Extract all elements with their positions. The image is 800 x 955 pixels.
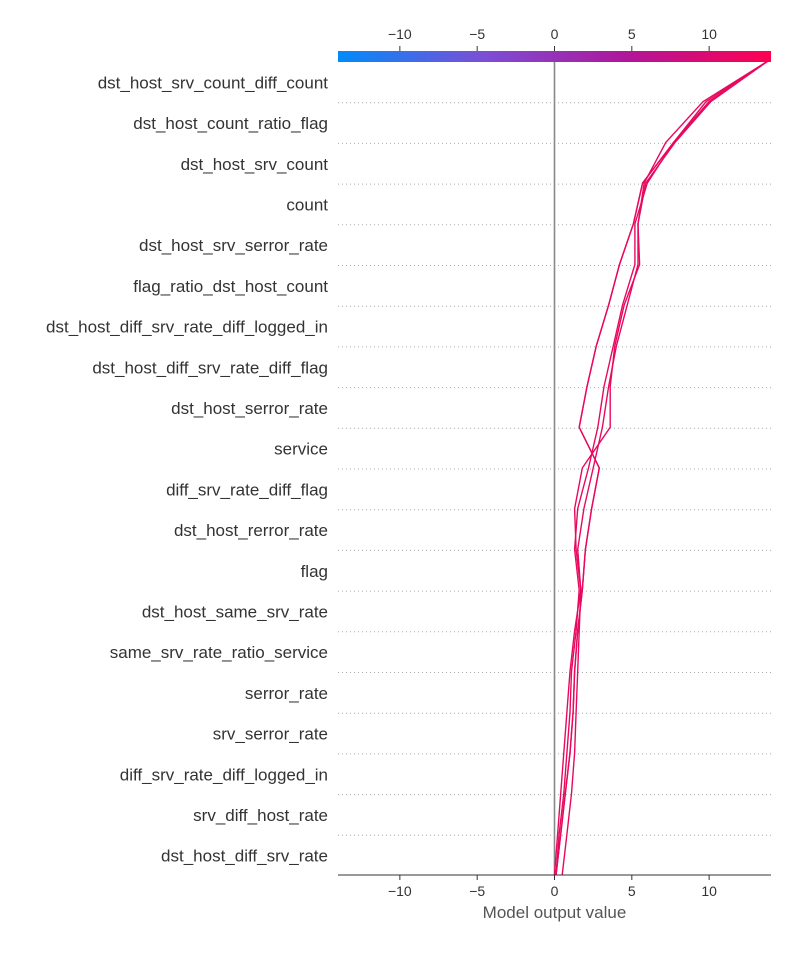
feature-label: dst_host_same_srv_rate [142, 602, 328, 621]
decision-line [555, 60, 769, 876]
feature-label: count [286, 195, 328, 214]
feature-label: diff_srv_rate_diff_logged_in [120, 765, 328, 784]
top-tick-label: −5 [469, 26, 485, 42]
colorbar [338, 51, 771, 62]
feature-label: dst_host_diff_srv_rate_diff_logged_in [46, 318, 328, 337]
feature-label: dst_host_rerror_rate [174, 521, 328, 540]
feature-label: dst_host_serror_rate [171, 399, 328, 418]
top-tick-label: 0 [551, 26, 559, 42]
feature-label: service [274, 440, 328, 459]
feature-label: dst_host_diff_srv_rate [161, 847, 328, 866]
feature-label: srv_serror_rate [213, 725, 328, 744]
x-axis-title: Model output value [483, 903, 627, 922]
feature-label: dst_host_srv_count [181, 155, 329, 174]
feature-label: flag [301, 562, 328, 581]
top-tick-label: 10 [701, 26, 717, 42]
feature-label: flag_ratio_dst_host_count [133, 277, 328, 296]
x-tick-label: 0 [551, 883, 559, 899]
feature-label: srv_diff_host_rate [193, 806, 328, 825]
feature-label: dst_host_srv_serror_rate [139, 236, 328, 255]
feature-label: dst_host_count_ratio_flag [133, 114, 328, 133]
feature-label: diff_srv_rate_diff_flag [166, 480, 328, 499]
x-tick-label: 10 [701, 883, 717, 899]
decision-line [553, 60, 769, 876]
decision-line [555, 60, 769, 876]
feature-label: serror_rate [245, 684, 328, 703]
x-tick-label: −10 [388, 883, 412, 899]
feature-label: same_srv_rate_ratio_service [110, 643, 328, 662]
feature-label: dst_host_diff_srv_rate_diff_flag [92, 358, 328, 377]
feature-label: dst_host_srv_count_diff_count [98, 73, 329, 92]
top-tick-label: 5 [628, 26, 636, 42]
top-tick-label: −10 [388, 26, 412, 42]
x-tick-label: −5 [469, 883, 485, 899]
x-tick-label: 5 [628, 883, 636, 899]
